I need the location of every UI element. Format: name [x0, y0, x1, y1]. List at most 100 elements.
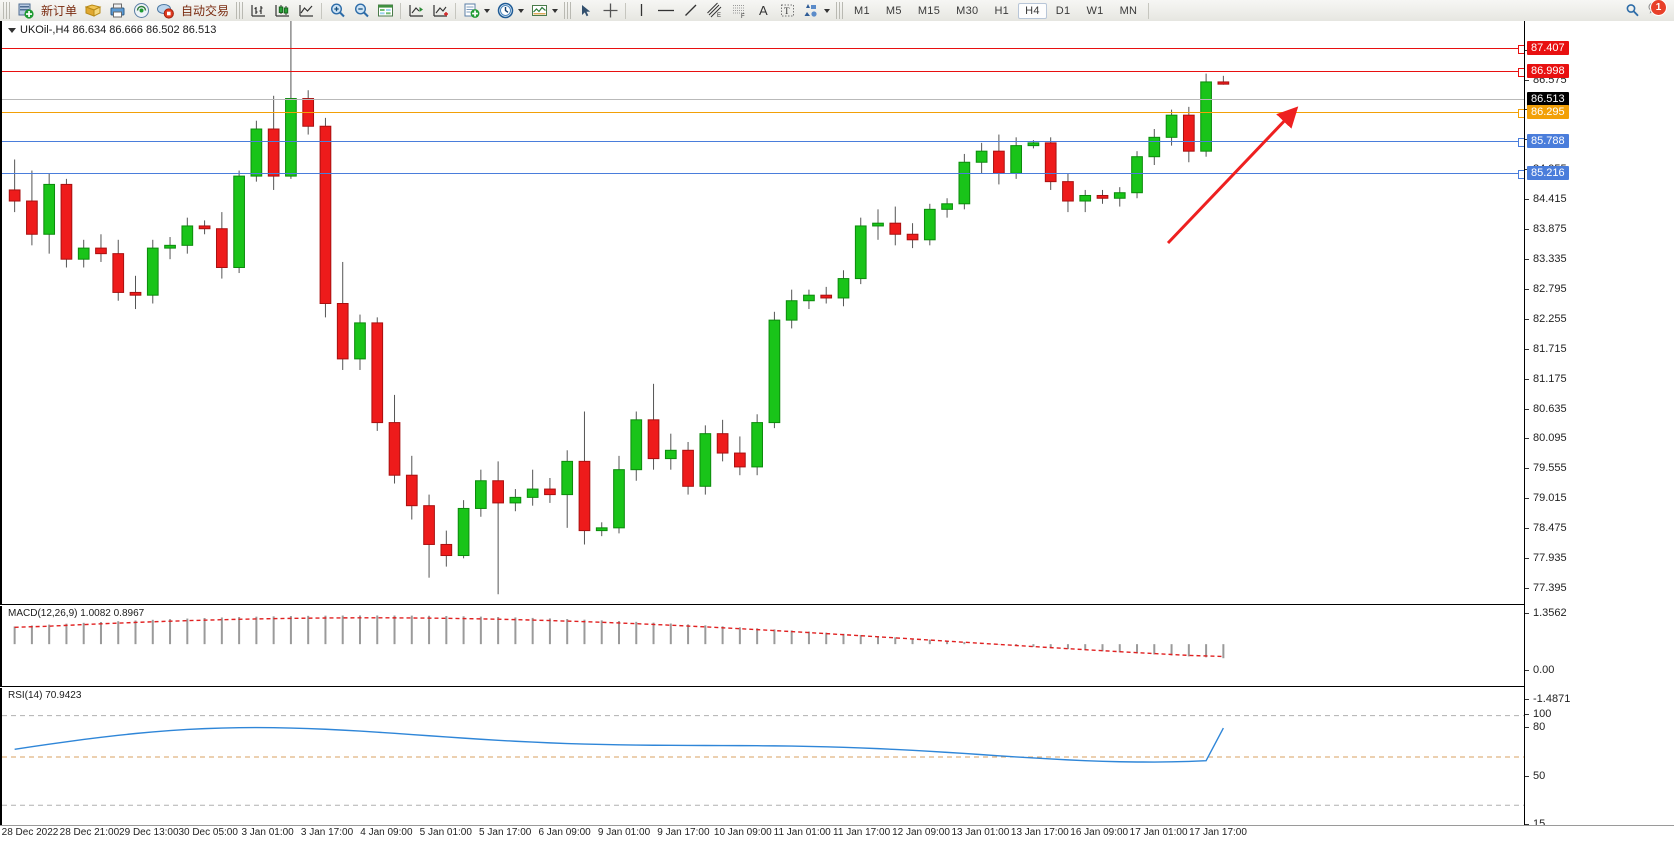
zoom-in-icon[interactable] — [325, 1, 349, 20]
main-toolbar: 新订单 — [0, 0, 1674, 22]
price-tick: 81.715 — [1525, 343, 1567, 355]
chart-container[interactable]: UKOil-,H4 86.634 86.666 86.502 86.513 MA… — [0, 21, 1674, 842]
resistance-line[interactable] — [2, 71, 1674, 72]
support-line[interactable] — [2, 141, 1674, 142]
new-order-label[interactable]: 新订单 — [41, 4, 78, 18]
price-label-last-price[interactable]: 86.513 — [1527, 92, 1569, 106]
alerts-count: 1 — [1650, 0, 1667, 16]
new-order-icon[interactable] — [13, 1, 37, 20]
price-label-resistance-line[interactable]: 87.407 — [1527, 41, 1569, 55]
time-axis-label: 11 Jan 01:00 — [773, 827, 831, 838]
toolbar-grip-4[interactable] — [836, 2, 844, 19]
fibonacci-icon[interactable]: F — [727, 1, 751, 20]
price-tick-label: 81.175 — [1533, 372, 1567, 385]
price-pane[interactable]: UKOil-,H4 86.634 86.666 86.502 86.513 — [0, 21, 1674, 605]
price-tick-label: 80.095 — [1533, 432, 1567, 445]
price-label-target-line[interactable]: 86.295 — [1527, 105, 1569, 119]
templates-icon[interactable] — [527, 1, 551, 20]
add-indicator-icon[interactable] — [459, 1, 483, 20]
price-tick: 82.255 — [1525, 313, 1567, 325]
autotrading-label[interactable]: 自动交易 — [181, 4, 230, 18]
chart-shift-icon[interactable] — [404, 1, 428, 20]
autotrading-icon[interactable] — [153, 1, 177, 20]
timeframe-h4[interactable]: H4 — [1018, 2, 1047, 19]
templates-dropdown-caret[interactable] — [552, 8, 559, 13]
label-icon[interactable]: T — [775, 1, 799, 20]
price-tick: 84.415 — [1525, 193, 1567, 205]
time-axis-label: 10 Jan 09:00 — [713, 827, 772, 838]
time-axis-label: 5 Jan 17:00 — [479, 827, 532, 838]
timeframe-m1[interactable]: M1 — [854, 4, 870, 17]
price-label-support-line[interactable]: 85.216 — [1527, 166, 1569, 180]
data-window-icon[interactable] — [373, 1, 397, 20]
time-axis-label: 16 Jan 09:00 — [1070, 827, 1129, 838]
time-axis-label: 3 Jan 17:00 — [300, 827, 354, 838]
macd-tick: 0.00 — [1525, 664, 1554, 676]
rsi-tick: 100 — [1525, 708, 1551, 720]
auto-scroll-icon[interactable] — [428, 1, 452, 20]
rsi-tick-label: 80 — [1533, 721, 1546, 733]
trendline-icon[interactable] — [679, 1, 703, 20]
rsi-pane[interactable]: RSI(14) 70.9423 — [0, 688, 1674, 827]
search-icon[interactable] — [1620, 1, 1644, 20]
chart-menu-triangle-icon[interactable] — [8, 27, 16, 33]
alerts-icon[interactable]: 1 — [1644, 0, 1667, 20]
timeframe-m5[interactable]: M5 — [885, 4, 902, 17]
target-line[interactable] — [2, 112, 1674, 113]
price-tick-label: 83.875 — [1533, 223, 1567, 236]
add-indicator-dropdown-caret[interactable] — [484, 8, 491, 13]
zoom-out-icon[interactable] — [349, 1, 373, 20]
print-icon[interactable] — [105, 1, 129, 20]
cursor-icon[interactable] — [574, 1, 598, 20]
price-tick: 80.635 — [1525, 403, 1567, 415]
macd-header: MACD(12,26,9) 1.0082 0.8967 — [8, 608, 145, 619]
toolbar-grip[interactable] — [3, 2, 10, 19]
price-label-resistance-line[interactable]: 86.998 — [1527, 64, 1569, 78]
time-axis-label: 28 Dec 21:00 — [59, 827, 120, 838]
shapes-icon[interactable] — [799, 1, 823, 20]
timeframe-w1[interactable]: W1 — [1086, 4, 1104, 17]
macd-pane[interactable]: MACD(12,26,9) 1.0082 0.8967 — [0, 606, 1674, 687]
rsi-header: RSI(14) 70.9423 — [8, 690, 82, 701]
period-icon[interactable] — [493, 1, 517, 20]
price-tick-label: 82.795 — [1533, 282, 1567, 295]
timeframe-h1[interactable]: H1 — [994, 4, 1010, 17]
price-tick-label: 81.715 — [1533, 342, 1567, 355]
rsi-plot — [2, 715, 1526, 806]
shapes-dropdown-caret[interactable] — [824, 8, 831, 13]
resistance-line[interactable] — [2, 48, 1674, 49]
bar-chart-icon[interactable] — [246, 1, 270, 20]
macd-tick-label: -1.4871 — [1533, 693, 1571, 705]
time-axis-label: 6 Jan 09:00 — [538, 827, 591, 838]
price-tick: 83.335 — [1525, 253, 1567, 265]
equidistant-channel-icon[interactable]: E — [703, 1, 727, 20]
price-axis[interactable]: 87.11586.57586.03585.49584.95584.41583.8… — [1524, 21, 1674, 839]
price-tick-label: 84.415 — [1533, 193, 1567, 206]
timeframe-mn[interactable]: MN — [1119, 4, 1138, 17]
period-dropdown-caret[interactable] — [518, 8, 525, 13]
time-axis-label: 12 Jan 09:00 — [892, 827, 950, 838]
support-line[interactable] — [2, 173, 1674, 174]
broadcast-icon[interactable] — [129, 1, 153, 20]
price-label-support-line[interactable]: 85.788 — [1527, 134, 1569, 148]
text-icon[interactable]: A — [751, 1, 775, 20]
timeframe-m30[interactable]: M30 — [956, 4, 979, 17]
toolbar-right-group: 1 — [1620, 0, 1674, 20]
timeframe-m15[interactable]: M15 — [917, 4, 941, 17]
vline-icon[interactable] — [629, 1, 653, 20]
folder-icon[interactable] — [81, 1, 105, 20]
toolbar-separator-2 — [400, 2, 402, 19]
line-chart-icon[interactable] — [294, 1, 318, 20]
toolbar-grip-2[interactable] — [236, 2, 244, 19]
timeframe-d1[interactable]: D1 — [1055, 4, 1071, 17]
toolbar-grip-3[interactable] — [564, 2, 572, 19]
hline-icon[interactable] — [653, 1, 679, 20]
crosshair-icon[interactable] — [598, 1, 622, 20]
candlestick-chart-icon[interactable] — [270, 1, 294, 20]
price-tick: 83.875 — [1525, 223, 1567, 235]
time-axis[interactable]: 28 Dec 2022 28 Dec 21:00 29 Dec 13:00 30 De… — [0, 825, 1674, 842]
price-tick-label: 78.475 — [1533, 522, 1567, 535]
svg-text:A: A — [759, 3, 768, 18]
price-tick-label: 83.335 — [1533, 253, 1567, 266]
